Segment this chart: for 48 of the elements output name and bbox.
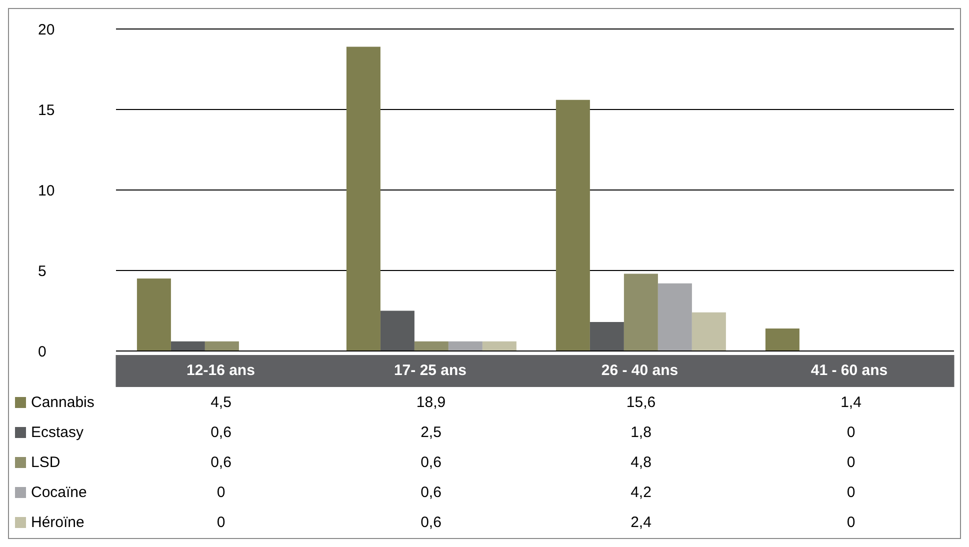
data-label: 15,6: [625, 394, 657, 410]
legend-label: Cocaïne: [31, 484, 87, 500]
legend-label: Ecstasy: [31, 424, 84, 440]
data-label: 0,6: [210, 424, 232, 440]
data-label: 0,6: [420, 484, 442, 500]
data-label: 4,5: [210, 394, 232, 410]
y-tick-label: 15: [38, 102, 55, 119]
legend-label: Héroïne: [31, 514, 84, 530]
y-tick-label: 0: [38, 343, 46, 360]
data-label: 4,2: [630, 484, 652, 500]
bar: [136, 278, 171, 351]
bar: [346, 46, 380, 351]
bar: [556, 100, 590, 351]
data-label: 4,8: [630, 454, 652, 470]
data-label: 0: [846, 424, 856, 440]
y-tick-label: 20: [38, 21, 55, 38]
data-label: 0: [846, 484, 856, 500]
x-tick-label: 17- 25 ans: [394, 362, 467, 379]
bar: [692, 312, 726, 351]
data-label: 2,4: [630, 514, 652, 530]
data-label: 0,6: [420, 514, 442, 530]
bar: [380, 310, 414, 351]
data-label: 18,9: [415, 394, 447, 410]
bar: [624, 274, 658, 351]
x-tick-label: 41 - 60 ans: [810, 362, 888, 379]
data-label: 0: [216, 484, 226, 500]
data-label: 0: [846, 454, 856, 470]
bar: [658, 283, 692, 351]
data-label: 0: [846, 514, 856, 530]
legend-label: LSD: [31, 454, 60, 470]
data-label: 1,4: [840, 394, 862, 410]
data-label: 2,5: [420, 424, 442, 440]
data-label: 1,8: [630, 424, 652, 440]
bar: [414, 341, 448, 351]
x-tick-label: 26 - 40 ans: [601, 362, 678, 379]
x-tick-label: 12-16 ans: [186, 362, 255, 379]
bar: [590, 322, 624, 351]
data-label: 0,6: [210, 454, 232, 470]
legend-label: Cannabis: [31, 394, 94, 410]
data-label: 0,6: [420, 454, 442, 470]
bar: [448, 341, 482, 351]
bar: [170, 341, 205, 351]
bar: [204, 341, 239, 351]
bar: [765, 328, 800, 351]
y-tick-label: 10: [38, 182, 55, 200]
y-tick-label: 5: [38, 262, 46, 280]
bar: [482, 341, 516, 351]
data-label: 0: [216, 514, 226, 530]
